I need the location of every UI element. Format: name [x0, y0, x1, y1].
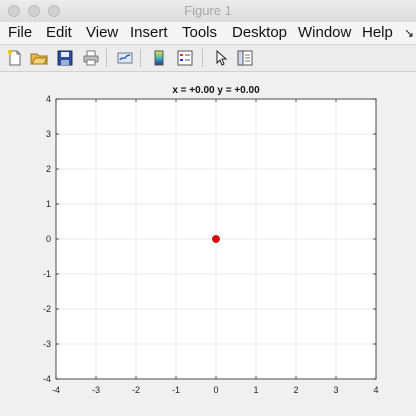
figure-toolbar — [0, 45, 416, 72]
toolbar-separator — [202, 49, 203, 67]
y-tick-label: -1 — [43, 269, 51, 279]
pointer-icon[interactable] — [212, 49, 230, 67]
axes-plot[interactable]: -4 -3 -2 -1 0 1 2 3 4 -4 -3 -2 -1 0 1 2 3 4 x = +0.00 y =… — [0, 72, 416, 416]
y-tick-label: 0 — [46, 234, 51, 244]
menu-edit[interactable]: Edit — [46, 24, 72, 41]
y-tick-label: -4 — [43, 374, 51, 384]
y-tick-label: 4 — [46, 94, 51, 104]
x-tick-label: 0 — [213, 385, 218, 395]
colorbar-icon[interactable] — [150, 49, 168, 67]
data-points — [212, 235, 220, 243]
y-tick-label: 3 — [46, 129, 51, 139]
x-tick-label: -3 — [92, 385, 100, 395]
save-icon[interactable] — [56, 49, 74, 67]
data-point — [212, 235, 220, 243]
y-tick-label: -3 — [43, 339, 51, 349]
x-tick-label: 3 — [333, 385, 338, 395]
x-tick-label: -1 — [172, 385, 180, 395]
zoom-window-button[interactable] — [48, 5, 60, 17]
figure-canvas: -4 -3 -2 -1 0 1 2 3 4 -4 -3 -2 -1 0 1 2 3 4 x = +0.00 y =… — [0, 72, 416, 416]
link-plot-icon[interactable] — [116, 49, 134, 67]
y-tick-label: 1 — [46, 199, 51, 209]
menu-bar: File Edit View Insert Tools Desktop Wind… — [0, 22, 416, 45]
menu-view[interactable]: View — [86, 24, 119, 41]
property-editor-icon[interactable] — [236, 49, 254, 67]
toolbar-separator — [106, 49, 107, 67]
menu-file[interactable]: File — [8, 24, 33, 41]
menu-help[interactable]: Help — [362, 24, 393, 41]
x-tick-label: 2 — [293, 385, 298, 395]
menu-desktop[interactable]: Desktop — [232, 24, 288, 41]
x-tick-label: -4 — [52, 385, 60, 395]
menu-window[interactable]: Window — [298, 24, 352, 41]
open-file-icon[interactable] — [30, 49, 48, 67]
new-figure-icon[interactable] — [6, 49, 24, 67]
window-title: Figure 1 — [184, 3, 232, 18]
x-tick-label: 4 — [373, 385, 378, 395]
menu-overflow-icon[interactable]: ↘ — [404, 26, 415, 40]
y-tick-label: -2 — [43, 304, 51, 314]
menu-insert[interactable]: Insert — [130, 24, 168, 41]
x-tick-label: -2 — [132, 385, 140, 395]
y-tick-label: 2 — [46, 164, 51, 174]
toolbar-separator — [140, 49, 141, 67]
minimize-window-button[interactable] — [28, 5, 40, 17]
legend-icon[interactable] — [176, 49, 194, 67]
tick-labels: -4 -3 -2 -1 0 1 2 3 4 -4 -3 -2 -1 0 1 2 3 4 — [43, 94, 379, 395]
x-tick-label: 1 — [253, 385, 258, 395]
axis-ticks — [55, 98, 377, 380]
close-window-button[interactable] — [8, 5, 20, 17]
menu-tools[interactable]: Tools — [182, 24, 218, 41]
window-titlebar: Figure 1 — [0, 0, 416, 23]
plot-title: x = +0.00 y = +0.00 — [172, 85, 260, 96]
print-icon[interactable] — [82, 49, 100, 67]
